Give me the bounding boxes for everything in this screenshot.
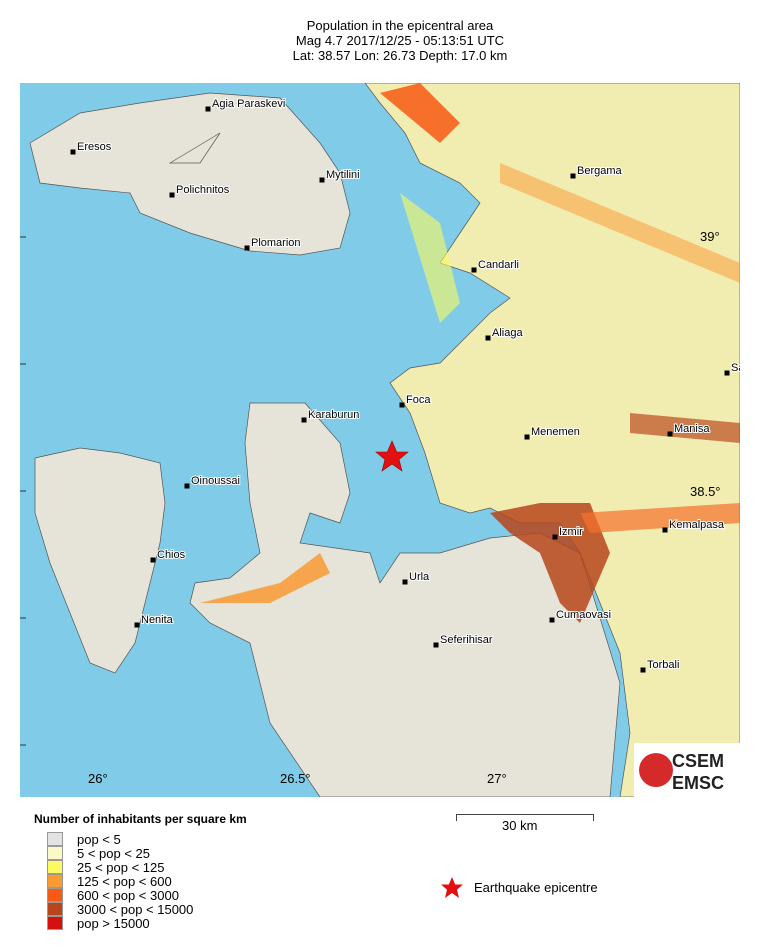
city-markers: Agia Paraskevi Eresos Mytilini Polichnitos P… <box>70 97 740 673</box>
city-label: Izmir <box>559 526 583 538</box>
legend-swatch <box>47 860 63 874</box>
legend-item: pop > 15000 <box>47 915 150 931</box>
city-label: Cumaovasi <box>556 609 611 621</box>
city-marker <box>640 667 646 673</box>
city-marker <box>570 173 576 179</box>
city-marker <box>549 617 555 623</box>
city-marker <box>244 245 250 251</box>
logo-globe-icon <box>639 753 673 787</box>
legend-item: 3000 < pop < 15000 <box>47 901 194 917</box>
chios-island <box>34 447 166 674</box>
legend-swatch <box>47 916 63 930</box>
land <box>29 83 740 797</box>
graticule-ticks <box>20 236 26 746</box>
city-label: Seferihisar <box>440 634 493 646</box>
city-marker <box>70 149 76 155</box>
logo-emsc: EMSC <box>672 773 724 793</box>
logo-csem: CSEM <box>672 751 724 771</box>
city-marker <box>150 557 156 563</box>
legend-label: pop > 15000 <box>77 915 150 931</box>
city-marker <box>485 335 491 341</box>
turkey-mainland <box>364 83 740 797</box>
city-label: Menemen <box>531 426 580 438</box>
city-label: Foca <box>406 394 431 406</box>
lat-label-38-5: 38.5° <box>690 484 721 499</box>
legend-swatch <box>47 846 63 860</box>
event-location: Lat: 38.57 Lon: 26.73 Depth: 17.0 km <box>292 48 508 63</box>
legend-label: pop < 5 <box>77 831 121 847</box>
legend-swatch <box>47 832 63 846</box>
legend-label: 125 < pop < 600 <box>77 873 172 889</box>
lon-label-26: 26° <box>88 771 108 786</box>
legend-swatch <box>47 902 63 916</box>
city-label: Karaburun <box>308 409 359 421</box>
city-marker <box>667 431 673 437</box>
city-marker <box>724 370 730 376</box>
legend-title: Number of inhabitants per square km <box>34 812 247 826</box>
lon-label-26-5: 26.5° <box>280 771 311 786</box>
lesbos-island <box>29 92 351 256</box>
city-label: Polichnitos <box>176 184 230 196</box>
city-label: Urla <box>409 571 430 583</box>
legend-item: 125 < pop < 600 <box>47 873 172 889</box>
city-label: Oinoussai <box>191 475 240 487</box>
city-label: Eresos <box>77 141 112 153</box>
city-label: Aliaga <box>492 327 523 339</box>
legend-label: 5 < pop < 25 <box>77 845 151 861</box>
city-marker <box>134 622 140 628</box>
lat-label-39: 39° <box>700 229 720 244</box>
epicentre-star-icon <box>375 440 409 472</box>
legend-item: 5 < pop < 25 <box>47 845 151 861</box>
city-marker <box>433 642 439 648</box>
scale-bar-label: 30 km <box>502 818 538 833</box>
city-marker <box>319 177 325 183</box>
city-marker <box>205 106 211 112</box>
city-label: Candarli <box>478 259 519 271</box>
legend-swatch <box>47 874 63 888</box>
map-title: Population in the epicentral area <box>306 18 494 33</box>
population-hotspots <box>200 83 740 623</box>
city-label: Agia Paraskevi <box>212 98 285 110</box>
city-marker <box>169 192 175 198</box>
city-marker <box>524 434 530 440</box>
city-marker <box>301 417 307 423</box>
legend-label: 600 < pop < 3000 <box>77 887 179 903</box>
legend-star-icon <box>441 877 463 898</box>
city-marker <box>399 402 405 408</box>
city-label: Chios <box>157 549 186 561</box>
legend-item: 600 < pop < 3000 <box>47 887 179 903</box>
legend-swatch <box>47 888 63 902</box>
city-label: Nenita <box>141 614 174 626</box>
legend-label: 25 < pop < 125 <box>77 859 165 875</box>
legend-label: 3000 < pop < 15000 <box>77 901 194 917</box>
city-label: Torbali <box>647 659 679 671</box>
city-marker <box>552 534 558 540</box>
city-label: Sa <box>731 362 740 374</box>
city-label: Manisa <box>674 423 710 435</box>
city-marker <box>471 267 477 273</box>
city-label: Kemalpasa <box>669 519 725 531</box>
legend-item: pop < 5 <box>47 831 121 847</box>
legend-item: 25 < pop < 125 <box>47 859 165 875</box>
lon-label-27: 27° <box>487 771 507 786</box>
scale-bar <box>456 814 594 821</box>
legend-epicentre-label: Earthquake epicentre <box>474 880 598 895</box>
population-map: Agia Paraskevi Eresos Mytilini Polichnitos P… <box>20 83 740 797</box>
city-marker <box>402 579 408 585</box>
event-info: Mag 4.7 2017/12/25 - 05:13:51 UTC <box>295 33 505 48</box>
city-marker <box>184 483 190 489</box>
city-label: Mytilini <box>326 169 360 181</box>
city-label: Plomarion <box>251 237 301 249</box>
city-marker <box>662 527 668 533</box>
city-label: Bergama <box>577 165 623 177</box>
